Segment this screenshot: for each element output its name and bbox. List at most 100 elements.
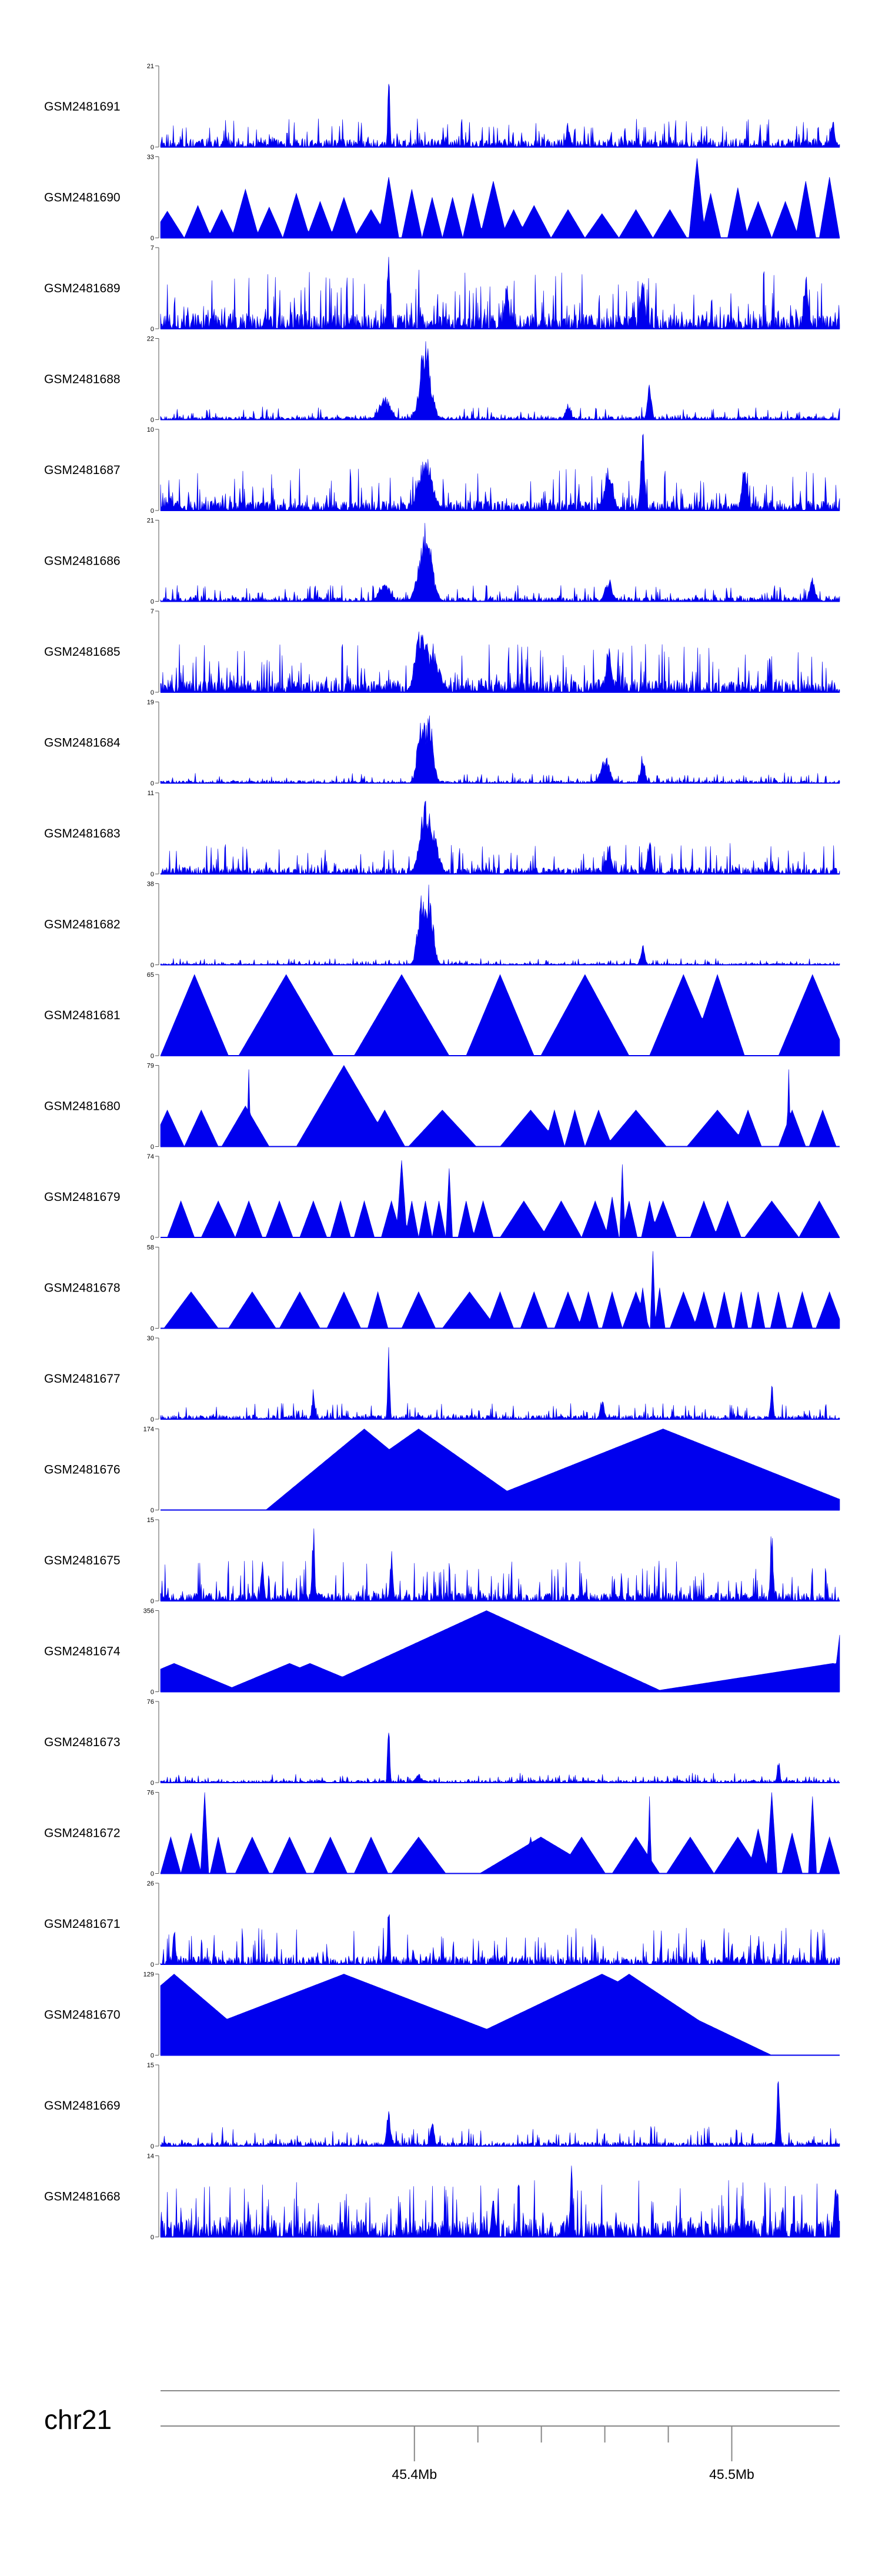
y-max-label: 76	[147, 1699, 154, 1706]
coverage-area	[160, 715, 840, 784]
y-min-label: 0	[151, 962, 154, 969]
y-max-label: 26	[147, 1880, 154, 1887]
coverage-area	[160, 974, 840, 1056]
y-min-label: 0	[151, 1598, 154, 1605]
coverage-area	[160, 1914, 840, 1966]
track-gsm2481677: GSM2481677 30 0	[44, 1335, 840, 1423]
y-max-label: 10	[147, 426, 154, 433]
y-min-label: 0	[151, 508, 154, 515]
track-label: GSM2481683	[44, 827, 121, 840]
track-label: GSM2481672	[44, 1827, 121, 1840]
track-label: GSM2481679	[44, 1190, 121, 1204]
track-gsm2481688: GSM2481688 22 0	[44, 336, 840, 424]
y-max-label: 76	[147, 1790, 154, 1797]
y-min-label: 0	[151, 2234, 154, 2241]
track-label: GSM2481670	[44, 2008, 121, 2022]
track-gsm2481668: GSM2481668 14 0	[44, 2153, 840, 2241]
coverage-area	[160, 1733, 840, 1784]
track-gsm2481687: GSM2481687 10 0	[44, 426, 840, 515]
y-max-label: 7	[151, 245, 154, 252]
track-gsm2481683: GSM2481683 11 0	[44, 790, 840, 878]
y-min-label: 0	[151, 417, 154, 424]
track-gsm2481673: GSM2481673 76 0	[44, 1699, 840, 1787]
y-min-label: 0	[151, 1961, 154, 1968]
chromosome-label: chr21	[44, 2404, 112, 2435]
track-gsm2481675: GSM2481675 15 0	[44, 1517, 840, 1605]
track-label: GSM2481668	[44, 2190, 121, 2204]
track-label: GSM2481688	[44, 373, 121, 386]
y-min-label: 0	[151, 1326, 154, 1333]
y-min-label: 0	[151, 144, 154, 151]
track-label: GSM2481684	[44, 736, 121, 750]
y-min-label: 0	[151, 780, 154, 788]
y-max-label: 30	[147, 1335, 154, 1342]
y-max-label: 7	[151, 608, 154, 615]
axis-tick-label: 45.5Mb	[709, 2467, 754, 2482]
coverage-area	[160, 885, 840, 966]
coverage-area	[160, 158, 840, 239]
y-max-label: 65	[147, 972, 154, 979]
coverage-area	[161, 1251, 840, 1329]
track-label: GSM2481690	[44, 191, 121, 205]
y-min-label: 0	[151, 1416, 154, 1423]
track-label: GSM2481675	[44, 1554, 121, 1567]
track-gsm2481685: GSM2481685 7 0	[44, 608, 840, 696]
coverage-area	[160, 1974, 840, 2056]
coverage-area	[160, 341, 840, 421]
y-max-label: 74	[147, 1153, 154, 1160]
track-panel: GSM2481691210GSM2481690330GSM248168970GS…	[44, 63, 840, 2241]
track-gsm2481681: GSM2481681 65 0	[44, 972, 840, 1060]
coverage-area	[160, 1347, 840, 1420]
y-max-label: 174	[143, 1426, 154, 1433]
y-min-label: 0	[151, 2053, 154, 2060]
y-max-label: 129	[143, 1971, 154, 1978]
track-label: GSM2481673	[44, 1736, 121, 1749]
y-min-label: 0	[151, 1689, 154, 1696]
y-min-label: 0	[151, 326, 154, 333]
track-label: GSM2481674	[44, 1645, 121, 1659]
coverage-area	[160, 1528, 840, 1602]
y-min-label: 0	[151, 235, 154, 242]
y-max-label: 21	[147, 63, 154, 70]
coverage-area	[160, 523, 840, 602]
coverage-area	[160, 1610, 840, 1692]
y-min-label: 0	[151, 1234, 154, 1242]
track-gsm2481671: GSM2481671 26 0	[44, 1880, 840, 1968]
y-min-label: 0	[151, 2143, 154, 2150]
y-min-label: 0	[151, 1144, 154, 1151]
track-label: GSM2481687	[44, 463, 121, 477]
track-gsm2481676: GSM2481676 174 0	[44, 1426, 840, 1514]
genome-axis: chr21 45.4Mb 45.5Mb	[44, 2390, 840, 2482]
track-gsm2481678: GSM2481678 58 0	[44, 1244, 840, 1333]
y-min-label: 0	[151, 871, 154, 878]
y-max-label: 15	[147, 2062, 154, 2069]
track-label: GSM2481686	[44, 555, 121, 568]
track-label: GSM2481682	[44, 918, 121, 932]
track-label: GSM2481678	[44, 1282, 121, 1295]
y-min-label: 0	[151, 1780, 154, 1787]
coverage-area	[160, 1065, 840, 1147]
track-label: GSM2481689	[44, 282, 121, 295]
coverage-area	[161, 1160, 840, 1238]
track-label: GSM2481671	[44, 1917, 121, 1931]
track-label: GSM2481691	[44, 100, 121, 114]
track-gsm2481672: GSM2481672 76 0	[44, 1790, 840, 1878]
y-min-label: 0	[151, 689, 154, 696]
track-label: GSM2481676	[44, 1463, 121, 1477]
coverage-area	[160, 433, 840, 512]
y-max-label: 15	[147, 1517, 154, 1524]
y-max-label: 21	[147, 518, 154, 525]
track-label: GSM2481685	[44, 645, 121, 659]
coverage-area	[160, 2165, 840, 2238]
y-max-label: 11	[148, 790, 154, 797]
track-gsm2481670: GSM2481670 129 0	[44, 1971, 840, 2060]
track-gsm2481680: GSM2481680 79 0	[44, 1063, 840, 1151]
track-gsm2481679: GSM2481679 74 0	[44, 1153, 840, 1242]
coverage-area	[161, 1429, 840, 1510]
y-max-label: 356	[143, 1608, 154, 1615]
track-gsm2481690: GSM2481690 33 0	[44, 154, 840, 242]
y-min-label: 0	[151, 599, 154, 606]
coverage-area	[160, 1792, 840, 1874]
y-max-label: 22	[147, 336, 154, 343]
